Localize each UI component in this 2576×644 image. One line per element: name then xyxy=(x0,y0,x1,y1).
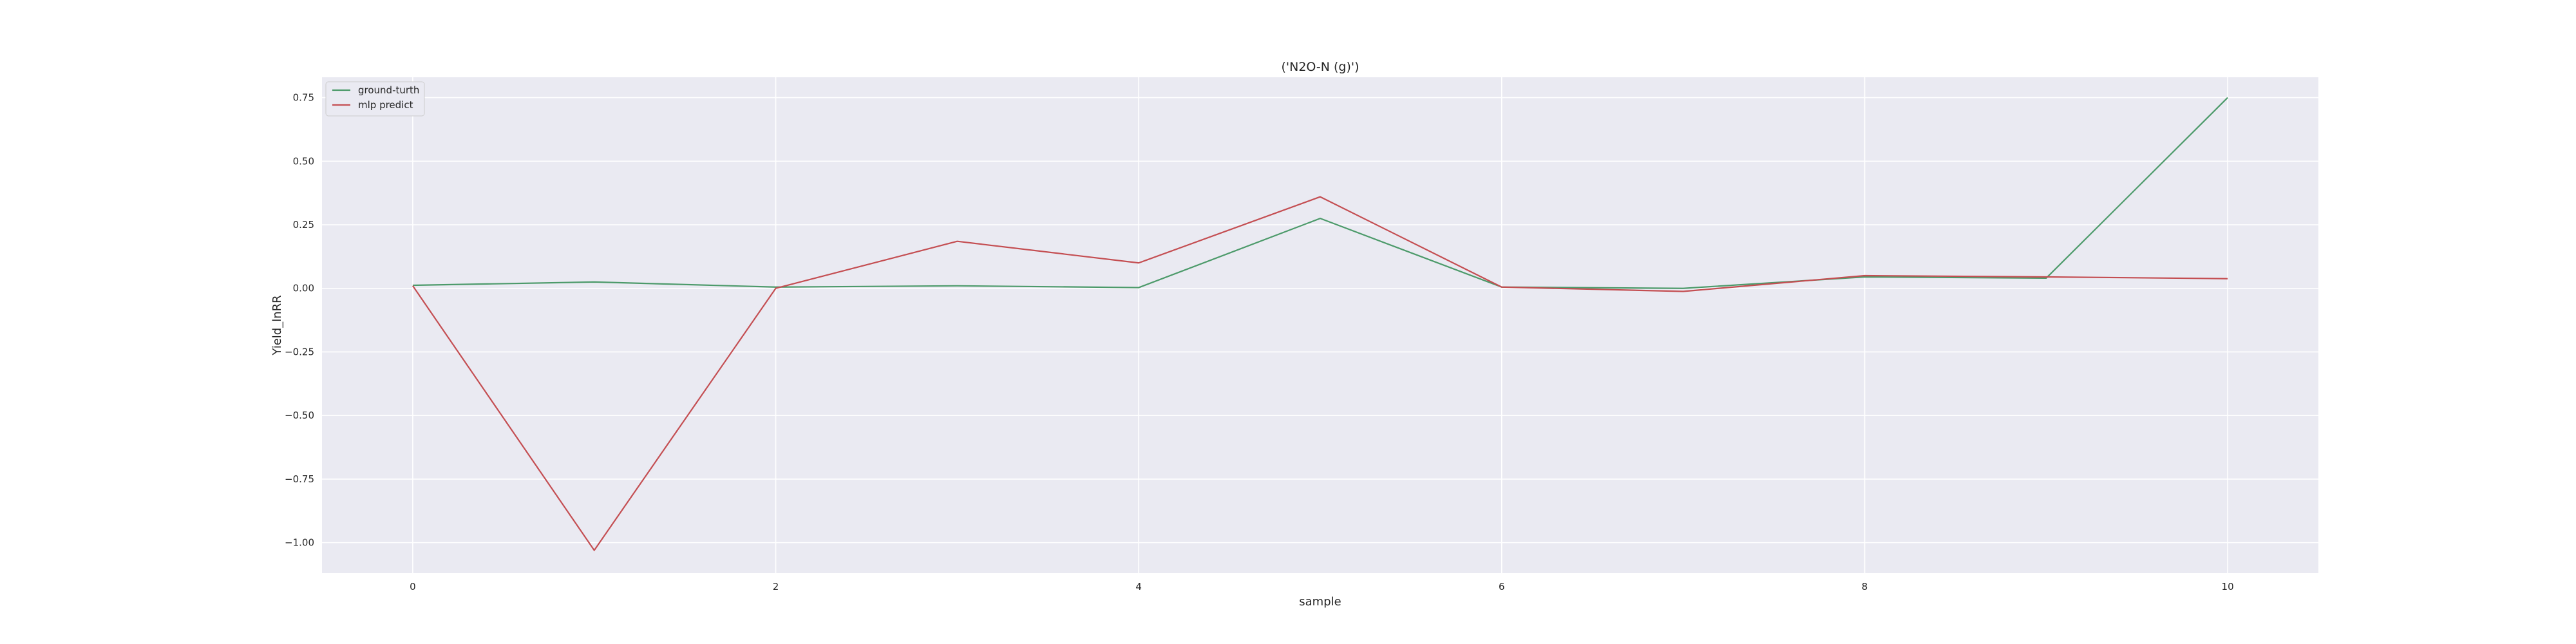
y-tick-label: 0.50 xyxy=(293,155,314,167)
y-tick-label: −1.00 xyxy=(285,537,314,549)
plot-background xyxy=(322,77,2318,573)
chart-title: ('N2O-N (g)') xyxy=(1281,60,1359,74)
y-tick-label: 0.00 xyxy=(293,283,314,294)
grid xyxy=(322,77,2318,573)
legend: ground-turth mlp predict xyxy=(325,81,425,117)
legend-box xyxy=(325,81,425,117)
legend-entry: ground-turth xyxy=(358,84,419,96)
series-line-mlp-predict xyxy=(412,196,2228,551)
x-tick-label: 10 xyxy=(2222,581,2234,592)
y-tick-label: 0.75 xyxy=(293,92,314,104)
tick-labels: 0 2 4 6 8 10 −1.00 −0.75 −0.50 −0.25 0.00 0.25 0.50 0… xyxy=(285,92,2234,592)
y-tick-label: −0.25 xyxy=(285,346,314,357)
x-tick-label: 2 xyxy=(773,581,779,592)
y-tick-label: 0.25 xyxy=(293,219,314,231)
legend-entry: mlp predict xyxy=(358,99,413,111)
y-tick-label: −0.50 xyxy=(285,410,314,421)
series xyxy=(412,97,2228,551)
x-tick-label: 4 xyxy=(1135,581,1142,592)
x-axis-label: sample xyxy=(1299,595,1341,609)
y-axis-label: Yield_lnRR xyxy=(270,295,284,355)
y-tick-label: −0.75 xyxy=(285,473,314,485)
x-tick-label: 6 xyxy=(1499,581,1505,592)
x-tick-label: 0 xyxy=(410,581,416,592)
x-tick-label: 8 xyxy=(1862,581,1868,592)
series-line-ground-truth xyxy=(412,97,2228,289)
